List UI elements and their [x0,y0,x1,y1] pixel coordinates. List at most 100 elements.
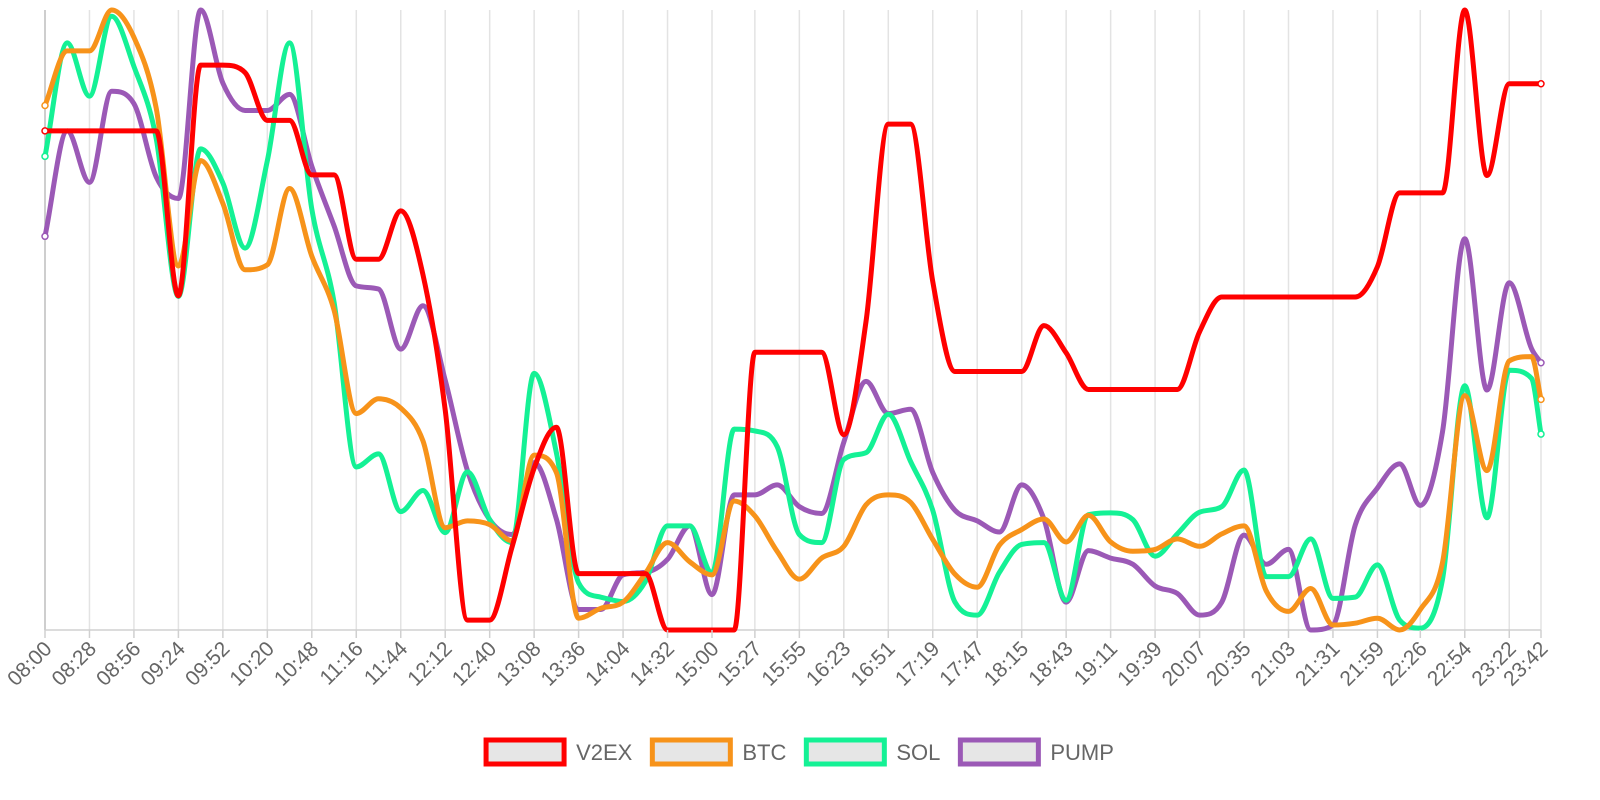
data-point-btc [1330,622,1336,628]
data-point-btc [109,7,114,13]
data-point-v2ex [908,121,913,127]
x-tick-label: 13:36 [537,637,590,690]
legend-item-pump[interactable]: PUMP [957,737,1114,767]
data-point-btc [908,500,913,505]
data-point-pump [331,223,337,229]
data-point-v2ex [598,571,604,576]
data-point-pump [1286,547,1291,552]
data-point-v2ex [531,465,537,471]
data-point-v2ex [64,128,70,134]
data-point-pump [354,283,359,289]
data-point-btc [487,522,492,527]
data-point-v2ex [1241,294,1247,300]
legend-item-btc[interactable]: BTC [649,737,786,767]
legend-swatch-sol [803,737,887,767]
series-line-btc [42,7,1544,633]
x-tick-label: 14:04 [581,637,635,691]
data-point-sol [109,13,114,19]
data-point-btc [220,201,226,206]
data-point-sol [131,64,137,69]
data-point-sol [974,612,980,618]
data-point-sol [265,158,270,163]
data-point-sol [309,206,315,212]
data-point-btc [774,549,780,554]
data-point-v2ex [1152,387,1158,392]
data-point-pump [797,504,802,509]
data-point-btc [1152,547,1158,552]
data-point-v2ex [487,617,492,623]
legend-item-v2ex[interactable]: V2EX [483,737,633,767]
data-point-btc [886,492,891,498]
data-point-sol [41,152,49,161]
data-point-v2ex [376,256,381,262]
data-point-v2ex [1330,294,1336,300]
data-point-sol [87,93,92,99]
data-point-sol [198,146,203,152]
data-point-btc [1197,544,1202,549]
data-point-v2ex [1086,387,1091,392]
legend-swatch-v2ex [483,737,567,767]
data-point-pump [109,88,114,94]
data-point-pump [153,174,159,180]
data-point-pump [819,511,824,516]
data-point-sol [1063,597,1069,603]
legend-label-btc: BTC [742,740,786,765]
data-point-v2ex [731,627,737,633]
data-point-sol [576,580,581,586]
data-point-v2ex [242,70,248,75]
data-point-v2ex [863,318,869,324]
x-tick-label: 10:20 [225,637,278,690]
data-point-btc [797,576,802,582]
data-point-v2ex [176,293,181,299]
legend-item-sol[interactable]: SOL [803,737,940,767]
data-point-v2ex [354,256,359,262]
data-point-sol [952,599,958,605]
x-tick-label: 09:52 [181,637,234,690]
data-point-pump [376,286,381,292]
data-point-sol [1152,553,1158,559]
data-point-v2ex [1397,190,1402,196]
data-point-btc [1308,586,1313,591]
data-point-sol [819,540,824,545]
data-point-v2ex [997,369,1002,374]
data-point-pump [1197,612,1202,618]
data-point-sol [64,40,70,46]
data-point-pump [1152,583,1158,589]
data-point-btc [841,544,847,549]
x-tick-label: 08:28 [48,637,101,690]
data-point-pump [176,196,181,201]
data-point-btc [1175,536,1180,542]
data-point-btc [309,253,315,259]
legend: V2EX BTC SOL PUMP [483,737,1114,767]
data-point-v2ex [420,272,426,277]
data-point-pump [1484,387,1490,393]
data-point-sol [1484,515,1490,521]
data-point-pump [1397,461,1402,467]
data-point-sol [354,464,359,470]
data-point-sol [1308,536,1313,542]
data-point-pump [997,529,1002,535]
data-point-btc [974,584,980,590]
x-tick-label: 21:03 [1247,637,1300,690]
data-point-pump [242,108,248,113]
data-point-btc [1063,539,1069,545]
data-point-v2ex [1041,323,1047,328]
data-point-sol [752,428,758,434]
data-point-pump [1130,562,1136,567]
data-point-sol [1197,509,1202,515]
x-tick-label: 16:23 [802,637,855,690]
data-point-sol [997,570,1002,575]
data-point-btc [420,438,426,444]
data-point-v2ex [1175,387,1180,392]
data-point-v2ex [509,545,515,550]
data-point-sol [1175,531,1180,537]
data-point-sol [863,450,869,455]
data-point-sol [531,371,537,376]
data-point-pump [1175,591,1180,596]
data-point-sol [554,450,559,455]
data-point-btc [1484,468,1490,473]
data-point-sol [1352,594,1358,600]
data-point-btc [331,307,337,313]
data-point-sol [1041,540,1047,545]
